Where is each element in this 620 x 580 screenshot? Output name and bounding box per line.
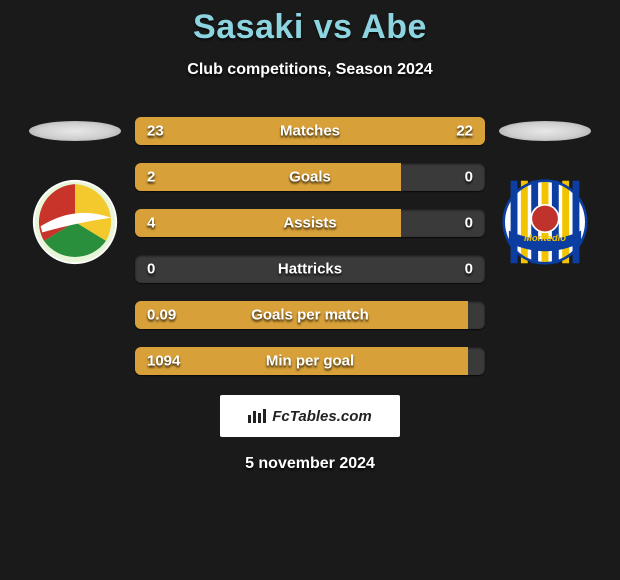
- club-badge-right-text: Montedio: [524, 233, 566, 244]
- stat-left-value: 0.09: [147, 307, 176, 324]
- page-subtitle: Club competitions, Season 2024: [187, 61, 432, 79]
- stat-label: Assists: [283, 215, 336, 232]
- stat-right-value: 0: [465, 169, 473, 186]
- stats-card: Sasaki vs Abe Club competitions, Season …: [0, 0, 620, 473]
- club-badge-left: [32, 179, 118, 265]
- stat-left-value: 23: [147, 123, 164, 140]
- stat-fill-left: [135, 163, 401, 191]
- stats-column: 23Matches222Goals04Assists00Hattricks00.…: [135, 117, 485, 375]
- club-badge-right-icon: Montedio: [502, 179, 588, 265]
- stat-label: Goals: [289, 169, 331, 186]
- stat-right-value: 0: [465, 215, 473, 232]
- branding-text: FcTables.com: [272, 408, 371, 425]
- stat-row: 4 Assists 0: [135, 209, 485, 237]
- stat-left-value: 1094: [147, 353, 180, 370]
- stat-label: Matches: [280, 123, 340, 140]
- stat-row: 2 Goals 0: [135, 163, 485, 191]
- club-badge-left-icon: [32, 179, 118, 265]
- chart-icon: [248, 409, 266, 423]
- date-text: 5 november 2024: [245, 455, 375, 473]
- stat-right-value: 22: [456, 123, 473, 140]
- stat-label: Hattricks: [278, 261, 342, 278]
- stat-right-value: 0: [465, 261, 473, 278]
- club-badge-right: Montedio: [502, 179, 588, 265]
- stat-left-value: 0: [147, 261, 155, 278]
- stat-row: 0 Hattricks 0: [135, 255, 485, 283]
- stat-row: 23 Matches 22: [135, 117, 485, 145]
- stat-label: Min per goal: [266, 353, 354, 370]
- right-player-col: Montedio: [485, 117, 605, 265]
- branding-box: FcTables.com: [220, 395, 400, 437]
- stat-label: Goals per match: [251, 307, 369, 324]
- stat-row: 1094 Min per goal: [135, 347, 485, 375]
- main-row: 23Matches222Goals04Assists00Hattricks00.…: [0, 117, 620, 375]
- stat-fill-left: [135, 209, 401, 237]
- stat-left-value: 2: [147, 169, 155, 186]
- page-title: Sasaki vs Abe: [193, 8, 427, 47]
- stat-row: 0.09 Goals per match: [135, 301, 485, 329]
- left-player-col: [15, 117, 135, 265]
- stat-left-value: 4: [147, 215, 155, 232]
- player-shadow-left: [29, 121, 121, 141]
- player-shadow-right: [499, 121, 591, 141]
